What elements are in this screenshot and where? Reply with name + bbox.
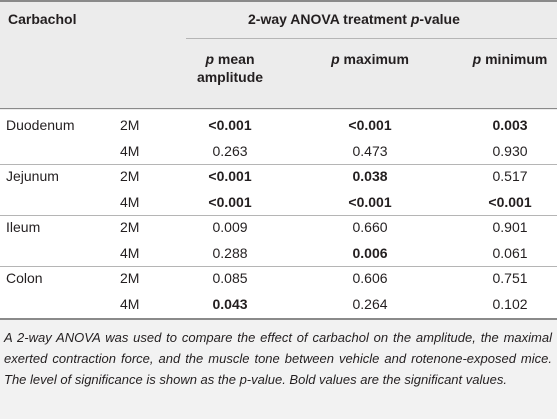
p-value-cell: <0.001 xyxy=(208,168,252,184)
p-value-cell: 0.043 xyxy=(212,295,248,312)
p-value-cell: 0.901 xyxy=(492,219,528,235)
p-value-cell: <0.001 xyxy=(348,117,392,133)
p-value-cell: <0.001 xyxy=(348,193,392,210)
row-age-label: 2M xyxy=(120,270,140,286)
row-age-label: 4M xyxy=(120,193,140,210)
p-value-cell: 0.930 xyxy=(492,142,528,159)
table-bottom-rule xyxy=(0,318,557,320)
row-group-divider xyxy=(0,164,557,165)
p-value-cell: 0.085 xyxy=(212,270,248,286)
row-age-label: 2M xyxy=(120,168,140,184)
p-value-cell: 0.660 xyxy=(352,219,388,235)
p-value-cell: <0.001 xyxy=(208,117,252,133)
p-value-cell: <0.001 xyxy=(488,193,532,210)
column-header-maximum: p maximum xyxy=(331,51,409,67)
p-value-cell: 0.006 xyxy=(352,244,388,261)
p-value-cell: 0.102 xyxy=(492,295,528,312)
row-label-header: Carbachol xyxy=(8,11,77,27)
group-title-rule xyxy=(186,38,557,39)
table-header-background xyxy=(0,0,557,110)
p-value-cell: 0.288 xyxy=(212,244,248,261)
column-header-mean-amplitude: p mean amplitude xyxy=(196,51,264,85)
p-value-cell: 0.751 xyxy=(492,270,528,286)
row-age-label: 4M xyxy=(120,295,140,312)
p-value-cell: 0.263 xyxy=(212,142,248,159)
row-group-divider xyxy=(0,215,557,216)
row-region-label: Colon xyxy=(6,270,43,286)
column-header-minimum: p minimum xyxy=(472,51,548,67)
header-bottom-rule xyxy=(0,108,557,109)
row-group-divider xyxy=(0,266,557,267)
row-age-label: 2M xyxy=(120,117,140,133)
row-age-label: 4M xyxy=(120,142,140,159)
footnote-background xyxy=(0,320,557,419)
row-age-label: 4M xyxy=(120,244,140,261)
p-value-cell: 0.038 xyxy=(352,168,388,184)
row-region-label: Ileum xyxy=(6,219,41,235)
row-region-label: Duodenum xyxy=(6,117,75,133)
p-value-cell: 0.061 xyxy=(492,244,528,261)
table-top-rule xyxy=(0,0,557,2)
p-value-cell: <0.001 xyxy=(208,193,252,210)
group-title: 2-way ANOVA treatment p-value xyxy=(248,11,460,27)
p-value-cell: 0.264 xyxy=(352,295,388,312)
p-value-cell: 0.009 xyxy=(212,219,248,235)
p-value-cell: 0.003 xyxy=(492,117,528,133)
row-age-label: 2M xyxy=(120,219,140,235)
table-footnote: A 2-way ANOVA was used to compare the ef… xyxy=(4,330,552,387)
p-value-cell: 0.473 xyxy=(352,142,388,159)
p-value-cell: 0.517 xyxy=(492,168,528,184)
p-value-cell: 0.606 xyxy=(352,270,388,286)
row-region-label: Jejunum xyxy=(6,168,59,184)
